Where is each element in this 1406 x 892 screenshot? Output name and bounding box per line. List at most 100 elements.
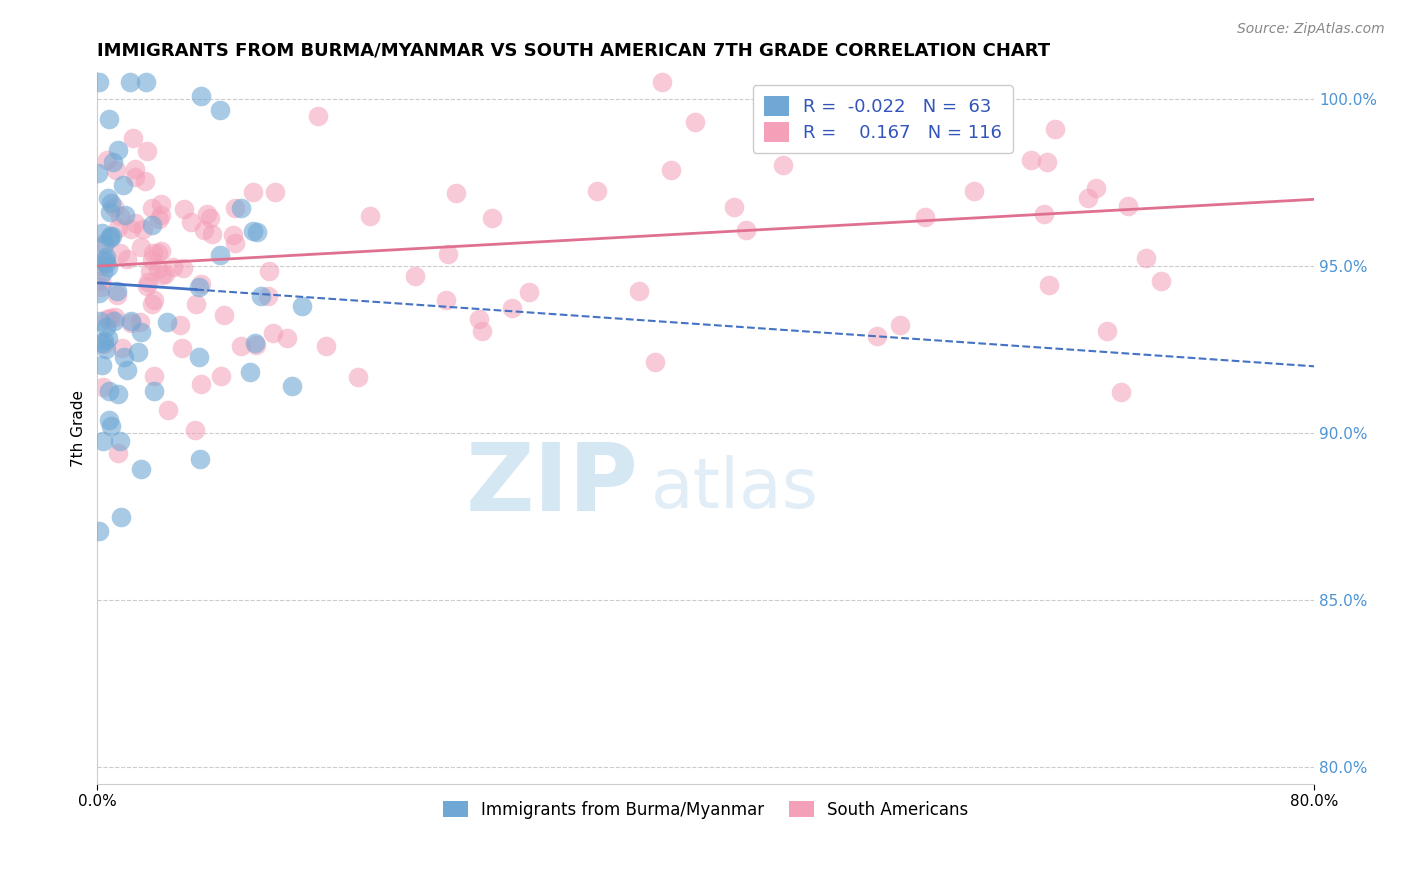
Point — [156, 315, 179, 329]
Point — [129, 240, 152, 254]
Point — [467, 312, 489, 326]
Point — [200, 227, 222, 241]
Point — [195, 207, 218, 221]
Point — [87, 165, 110, 179]
Point — [100, 419, 122, 434]
Point — [142, 368, 165, 383]
Point — [1038, 278, 1060, 293]
Point — [644, 355, 666, 369]
Point — [190, 277, 212, 292]
Point — [501, 301, 523, 315]
Point — [627, 284, 650, 298]
Point — [865, 136, 887, 150]
Point — [91, 253, 114, 268]
Point — [96, 312, 118, 326]
Point — [1150, 274, 1173, 288]
Point — [276, 330, 298, 344]
Point — [94, 256, 117, 270]
Point — [242, 223, 264, 237]
Point — [243, 336, 266, 351]
Point — [146, 246, 169, 260]
Point — [93, 334, 115, 349]
Point — [104, 162, 127, 177]
Point — [98, 231, 121, 245]
Point — [586, 184, 609, 198]
Point — [98, 229, 121, 244]
Point — [169, 318, 191, 332]
Point — [129, 325, 152, 339]
Point — [124, 161, 146, 176]
Point — [122, 130, 145, 145]
Point — [110, 510, 132, 524]
Point — [898, 132, 921, 146]
Point — [173, 202, 195, 216]
Point — [96, 153, 118, 168]
Point — [183, 423, 205, 437]
Point — [359, 210, 381, 224]
Point — [246, 225, 269, 239]
Point — [139, 264, 162, 278]
Point — [110, 341, 132, 355]
Point — [142, 293, 165, 308]
Point — [87, 285, 110, 300]
Point — [172, 341, 194, 355]
Point — [229, 339, 252, 353]
Point — [172, 260, 194, 275]
Point — [87, 524, 110, 538]
Point — [723, 200, 745, 214]
Point — [94, 250, 117, 264]
Point — [120, 316, 142, 330]
Point — [188, 350, 211, 364]
Point — [98, 112, 121, 126]
Point — [222, 227, 245, 242]
Point — [1095, 324, 1118, 338]
Point — [1135, 251, 1157, 265]
Point — [224, 202, 246, 216]
Point — [245, 338, 267, 352]
Point — [94, 253, 117, 268]
Point — [436, 247, 458, 261]
Point — [471, 324, 494, 338]
Point — [193, 222, 215, 236]
Point — [94, 319, 117, 334]
Point — [143, 384, 166, 399]
Point — [93, 336, 115, 351]
Point — [98, 204, 121, 219]
Point — [444, 186, 467, 200]
Point — [108, 246, 131, 260]
Point — [659, 163, 682, 178]
Point — [105, 288, 128, 302]
Point — [93, 236, 115, 251]
Point — [209, 369, 232, 384]
Point — [149, 197, 172, 211]
Point — [315, 339, 337, 353]
Point — [120, 314, 142, 328]
Point — [208, 248, 231, 262]
Point — [1035, 154, 1057, 169]
Point — [91, 359, 114, 373]
Point — [103, 310, 125, 324]
Point — [481, 211, 503, 226]
Point — [107, 143, 129, 157]
Point — [187, 280, 209, 294]
Point — [146, 262, 169, 277]
Point — [963, 184, 986, 198]
Point — [190, 377, 212, 392]
Point — [256, 289, 278, 303]
Point — [108, 209, 131, 223]
Text: atlas: atlas — [651, 455, 818, 522]
Point — [347, 370, 370, 384]
Point — [134, 174, 156, 188]
Point — [866, 329, 889, 343]
Point — [90, 274, 112, 288]
Point — [1077, 191, 1099, 205]
Point — [190, 88, 212, 103]
Point — [262, 326, 284, 340]
Point — [257, 263, 280, 277]
Point — [87, 75, 110, 89]
Point — [107, 446, 129, 460]
Point — [110, 434, 132, 448]
Point — [141, 201, 163, 215]
Point — [190, 452, 212, 467]
Text: ZIP: ZIP — [465, 439, 638, 531]
